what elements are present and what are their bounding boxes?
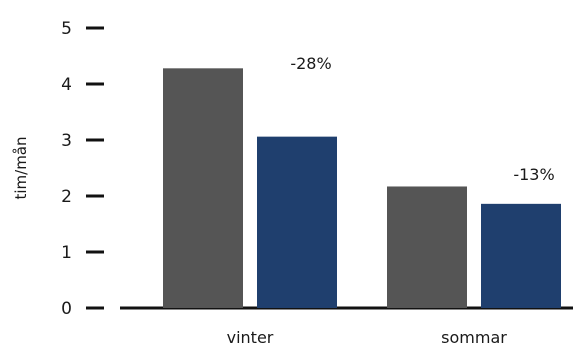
annotations: -28% -13% (290, 54, 554, 184)
y-tick-label: 4 (61, 75, 72, 95)
change-annotation: -13% (513, 165, 554, 184)
bar-sommar-2 (481, 203, 561, 308)
x-category-label: vinter (227, 328, 274, 347)
x-category-label: sommar (441, 328, 507, 347)
y-axis-label: tim/mån (12, 136, 30, 199)
y-tick-label: 1 (61, 243, 72, 263)
y-tick-label: 0 (61, 299, 72, 319)
bar-vinter-2 (257, 136, 337, 308)
x-axis-categories: vinter sommar (227, 328, 508, 347)
y-axis: 0 1 2 3 4 5 (61, 19, 104, 319)
bar-sommar-1 (387, 186, 467, 308)
change-annotation: -28% (290, 54, 331, 73)
y-tick-label: 3 (61, 131, 72, 151)
bars (163, 68, 561, 308)
bar-vinter-1 (163, 68, 243, 308)
y-tick-label: 5 (61, 19, 72, 39)
y-tick-label: 2 (61, 187, 72, 207)
